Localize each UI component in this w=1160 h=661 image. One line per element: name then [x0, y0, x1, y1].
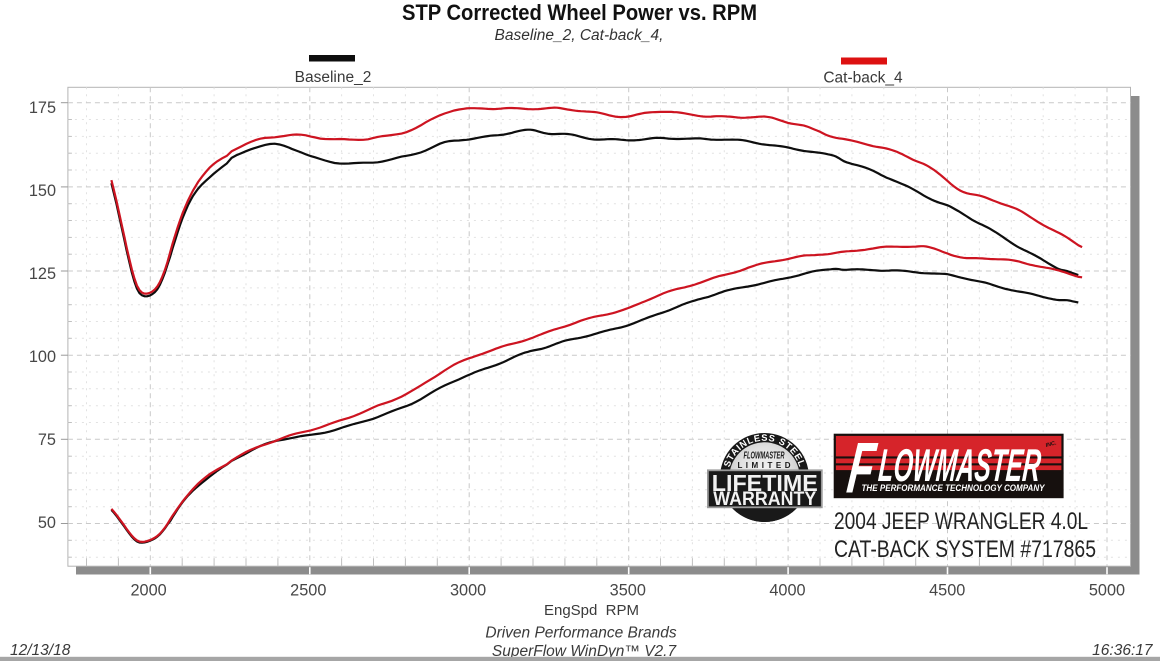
svg-text:FLOWMASTER: FLOWMASTER: [744, 450, 785, 462]
svg-text:125: 125: [29, 265, 56, 283]
svg-text:5000: 5000: [1089, 582, 1125, 600]
svg-text:CAT-BACK SYSTEM #717865: CAT-BACK SYSTEM #717865: [834, 536, 1096, 563]
svg-text:2004 JEEP WRANGLER 4.0L: 2004 JEEP WRANGLER 4.0L: [834, 508, 1088, 535]
svg-text:STP Corrected Wheel Power vs.: STP Corrected Wheel Power vs. RPM: [402, 0, 757, 25]
svg-text:50: 50: [38, 514, 56, 532]
svg-text:LOWMASTER: LOWMASTER: [877, 439, 1044, 491]
svg-text:Driven Performance Brands: Driven Performance Brands: [485, 625, 676, 642]
svg-text:LIFETIME: LIFETIME: [712, 470, 818, 496]
svg-text:EngSpd RPM: EngSpd RPM: [544, 602, 639, 619]
svg-text:4500: 4500: [929, 582, 965, 600]
svg-text:Baseline_2: Baseline_2: [295, 69, 372, 86]
svg-text:Cat-back_4: Cat-back_4: [823, 70, 903, 87]
svg-text:2500: 2500: [290, 582, 326, 600]
svg-text:4000: 4000: [769, 582, 805, 600]
svg-text:150: 150: [29, 182, 56, 200]
svg-text:175: 175: [29, 99, 56, 117]
svg-text:INC.: INC.: [1045, 440, 1058, 449]
svg-text:100: 100: [29, 348, 56, 366]
svg-text:SuperFlow WinDyn™ V2.7: SuperFlow WinDyn™ V2.7: [492, 643, 678, 660]
svg-text:75: 75: [38, 431, 56, 449]
svg-text:12/13/18: 12/13/18: [10, 642, 71, 659]
svg-text:THE PERFORMANCE TECHNOLOGY COM: THE PERFORMANCE TECHNOLOGY COMPANY: [862, 483, 1046, 493]
svg-text:16:36:17: 16:36:17: [1092, 642, 1154, 659]
svg-text:WARRANTY: WARRANTY: [713, 489, 816, 510]
svg-text:3000: 3000: [450, 582, 486, 600]
svg-text:2000: 2000: [130, 582, 166, 600]
svg-text:L I M I T E D: L I M I T E D: [738, 461, 791, 470]
svg-text:3500: 3500: [610, 582, 646, 600]
svg-text:Baseline_2, Cat-back_4,: Baseline_2, Cat-back_4,: [495, 27, 664, 44]
